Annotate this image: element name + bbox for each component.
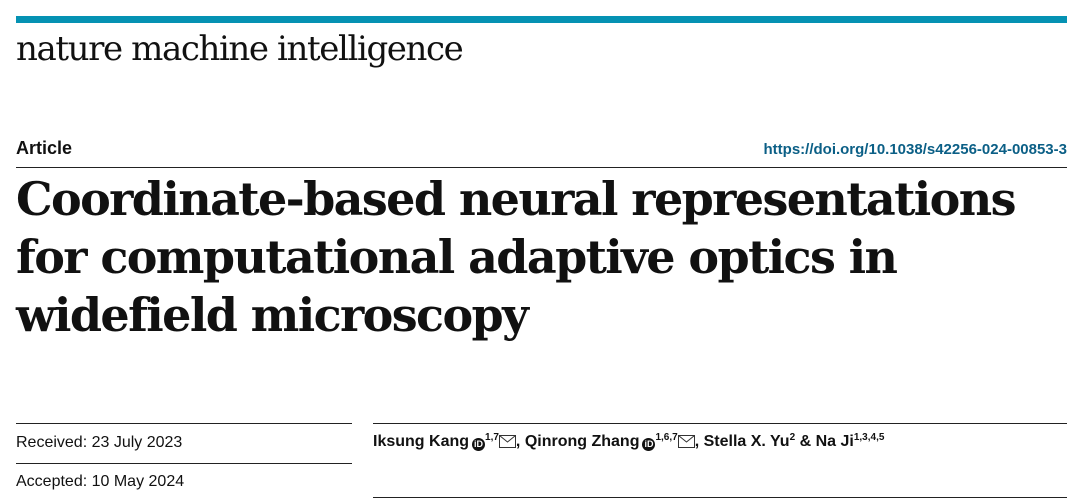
title-line: widefield microscopy (16, 288, 529, 342)
author-affiliations[interactable]: 1,3,4,5 (853, 432, 885, 443)
accepted-date: Accepted: 10 May 2024 (16, 473, 185, 490)
author-list: Iksung Kang iD1,7, Qinrong Zhang iD1,6,7, … (373, 433, 884, 451)
author-affiliations[interactable]: 1,7 (485, 432, 499, 443)
authors-divider-bottom (373, 497, 1067, 498)
author-name[interactable]: Stella X. Yu (703, 433, 790, 450)
author-separator: & (795, 433, 816, 450)
orcid-icon[interactable]: iD (472, 438, 486, 451)
authors-divider-top (373, 423, 1067, 424)
journal-accent-bar (16, 16, 1067, 23)
journal-name[interactable]: nature machine intelligence (16, 29, 464, 69)
header-divider (16, 167, 1067, 168)
author-name[interactable]: Qinrong Zhang (524, 433, 640, 450)
article-type-label: Article (16, 138, 73, 158)
envelope-icon[interactable] (677, 435, 695, 448)
author-separator: , (694, 433, 704, 450)
orcid-icon[interactable]: iD (642, 438, 656, 451)
dates-divider-top (16, 423, 352, 424)
author-name[interactable]: Na Ji (815, 433, 854, 450)
author-separator: , (515, 433, 525, 450)
author-name[interactable]: Iksung Kang (373, 433, 470, 450)
author-affiliations[interactable]: 1,6,7 (655, 432, 678, 443)
title-line: for computational adaptive optics in (16, 230, 898, 284)
article-title: Coordinate-based neural representations … (16, 170, 1066, 344)
envelope-icon[interactable] (498, 435, 516, 448)
dates-divider-middle (16, 463, 352, 464)
doi-link[interactable]: https://doi.org/10.1038/s42256-024-00853… (763, 141, 1068, 158)
received-date: Received: 23 July 2023 (16, 434, 183, 451)
author-affiliations[interactable]: 2 (789, 432, 796, 443)
title-line: Coordinate-based neural representations (16, 172, 1016, 226)
